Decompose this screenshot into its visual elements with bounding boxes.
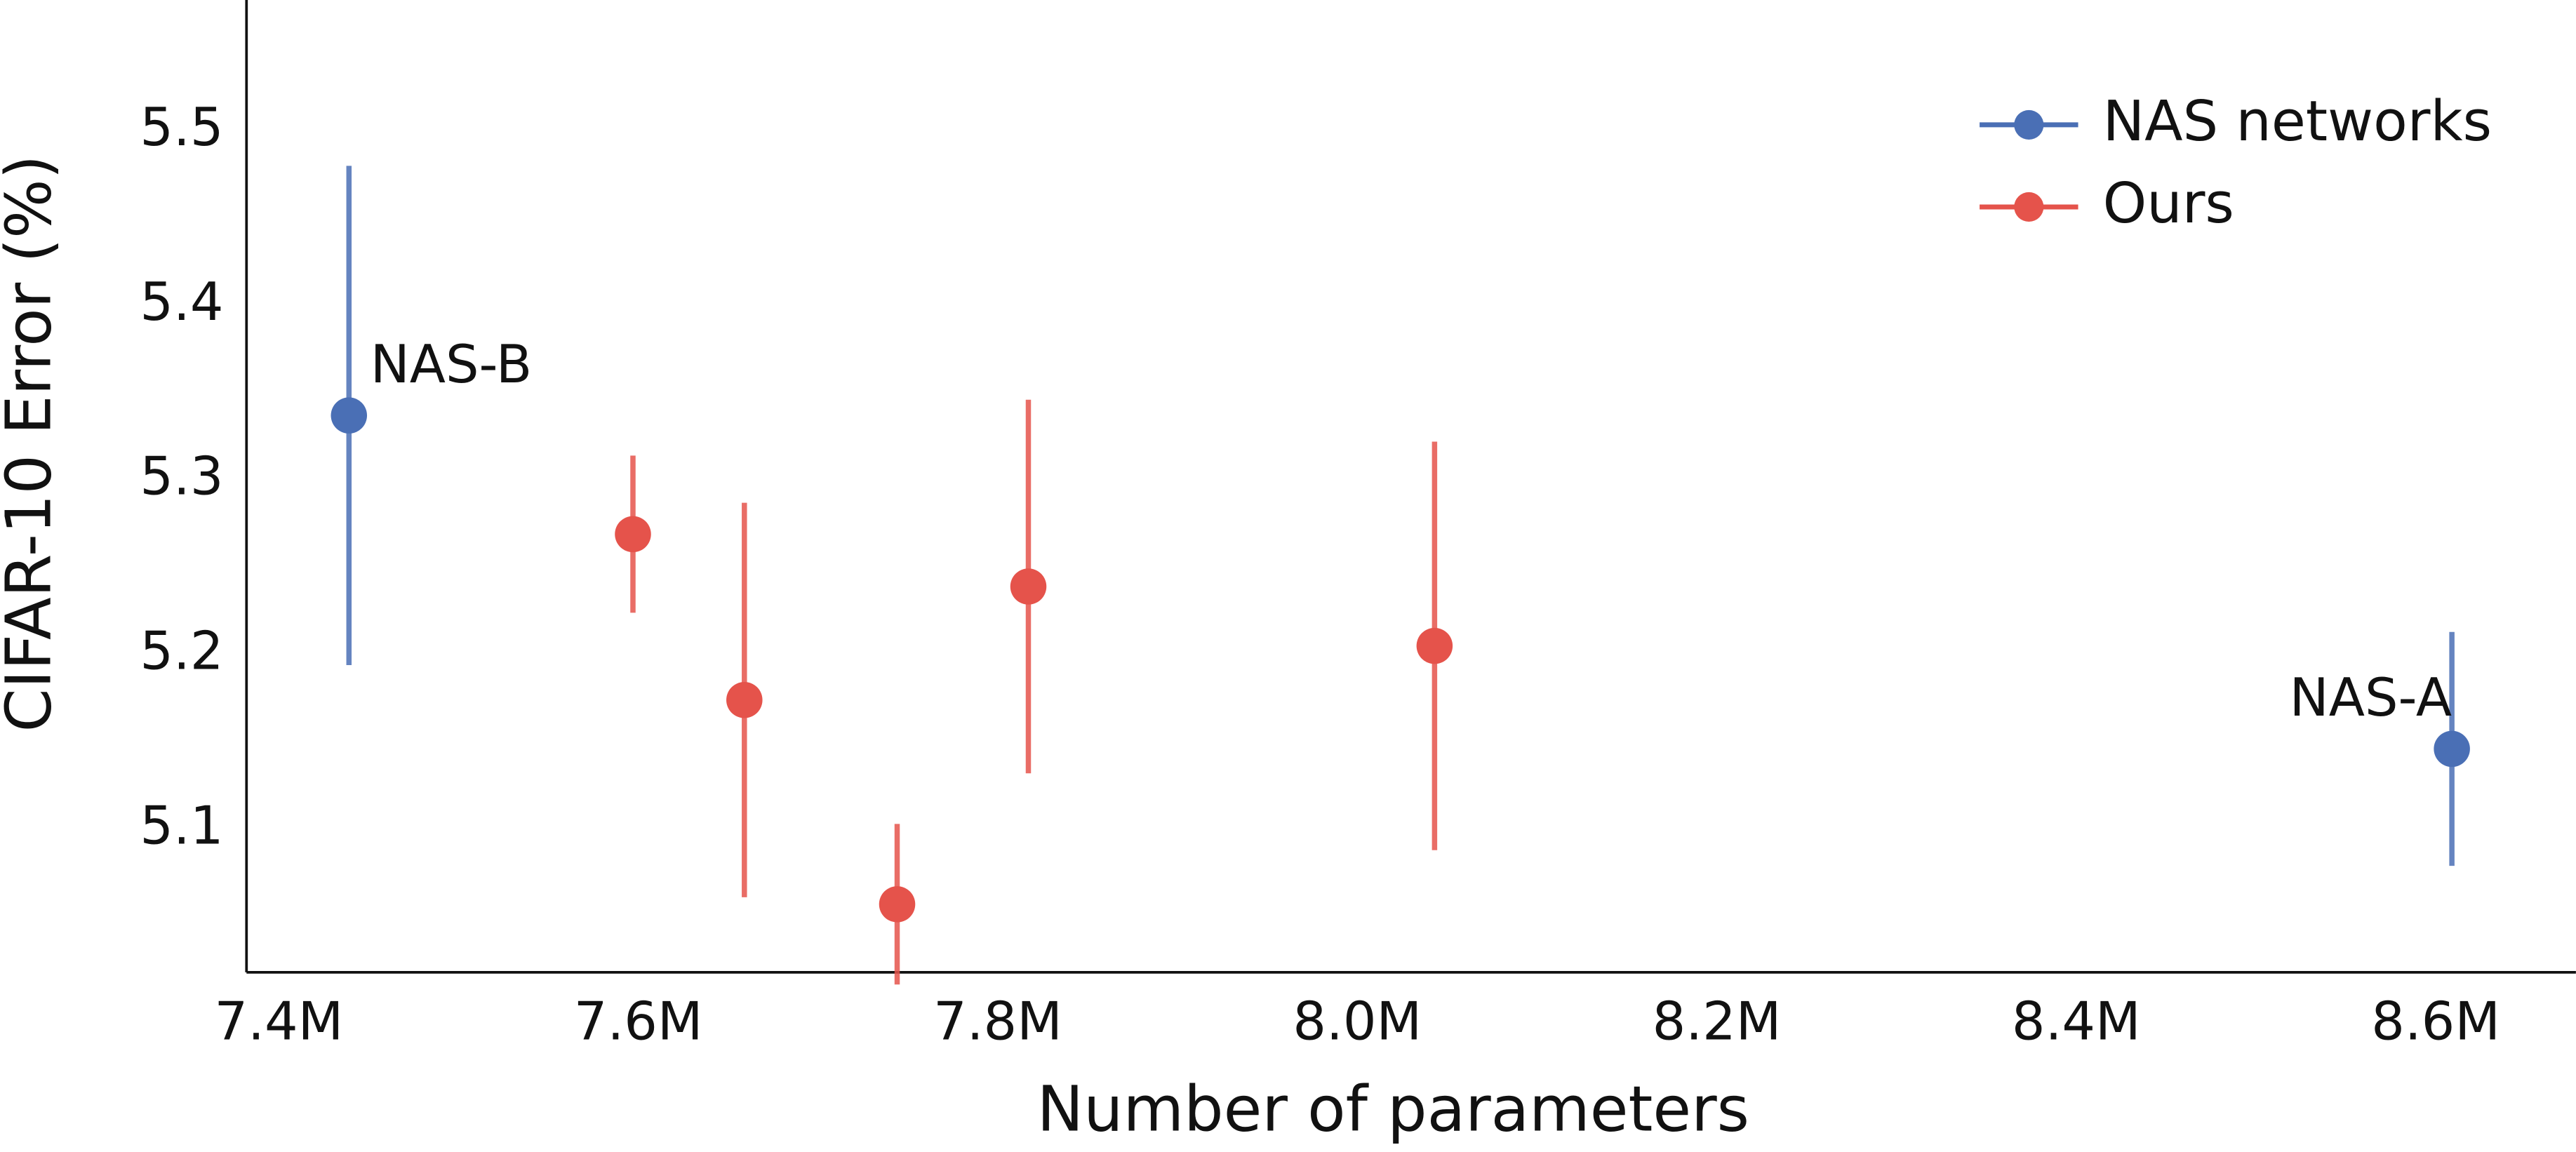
y-tick-label: 5.5 [140,96,223,158]
point-label: NAS-A [2290,667,2452,728]
legend-label: NAS networks [2103,88,2492,154]
legend-label: Ours [2103,170,2234,236]
point [615,516,651,553]
y-tick-label: 5.1 [140,794,223,856]
point-label: NAS-B [371,333,533,395]
legend-marker [2014,109,2044,140]
point [879,886,916,923]
point [726,681,763,718]
point [331,397,368,434]
x-axis-label: Number of parameters [1037,1073,1749,1146]
x-tick-label: 8.4M [2012,990,2141,1052]
x-tick-label: 8.6M [2371,990,2500,1052]
y-tick-label: 5.2 [140,620,223,682]
x-tick-label: 7.8M [933,990,1062,1052]
point [2434,730,2470,768]
point [1010,568,1047,605]
y-tick-label: 5.4 [140,271,223,333]
x-tick-label: 8.2M [1653,990,1782,1052]
x-tick-label: 8.0M [1293,990,1422,1052]
y-tick-label: 5.3 [140,446,223,507]
x-tick-label: 7.4M [215,990,344,1052]
point [1416,627,1453,664]
legend-marker [2014,192,2044,222]
y-axis-label: CIFAR-10 Error (%) [0,155,65,732]
x-tick-label: 7.6M [574,990,703,1052]
